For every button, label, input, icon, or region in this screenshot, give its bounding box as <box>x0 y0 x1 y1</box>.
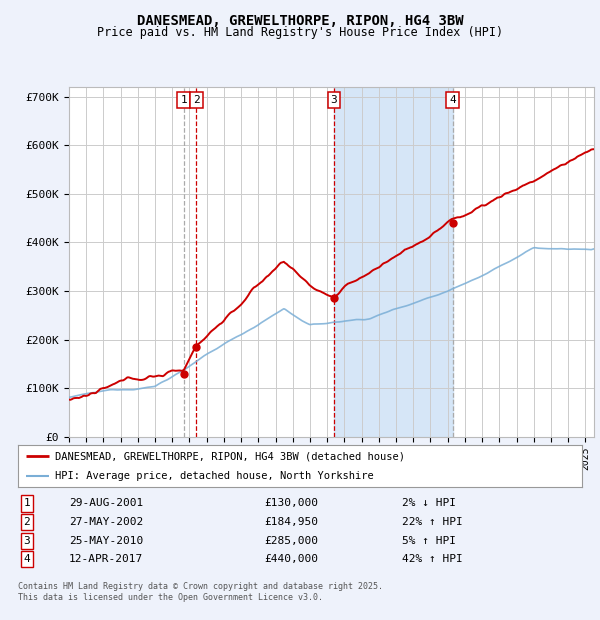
Text: 12-APR-2017: 12-APR-2017 <box>69 554 143 564</box>
Text: 2% ↓ HPI: 2% ↓ HPI <box>402 498 456 508</box>
Text: HPI: Average price, detached house, North Yorkshire: HPI: Average price, detached house, Nort… <box>55 471 373 481</box>
Text: This data is licensed under the Open Government Licence v3.0.: This data is licensed under the Open Gov… <box>18 593 323 602</box>
Text: £184,950: £184,950 <box>264 517 318 527</box>
Text: 3: 3 <box>331 95 337 105</box>
Text: Price paid vs. HM Land Registry's House Price Index (HPI): Price paid vs. HM Land Registry's House … <box>97 26 503 39</box>
Text: DANESMEAD, GREWELTHORPE, RIPON, HG4 3BW (detached house): DANESMEAD, GREWELTHORPE, RIPON, HG4 3BW … <box>55 451 404 461</box>
Text: 2: 2 <box>193 95 200 105</box>
Text: 4: 4 <box>23 554 31 564</box>
Bar <box>334 87 452 437</box>
Text: Contains HM Land Registry data © Crown copyright and database right 2025.: Contains HM Land Registry data © Crown c… <box>18 582 383 591</box>
Text: £285,000: £285,000 <box>264 536 318 546</box>
Text: 1: 1 <box>180 95 187 105</box>
Text: 42% ↑ HPI: 42% ↑ HPI <box>402 554 463 564</box>
Text: £440,000: £440,000 <box>264 554 318 564</box>
Text: 22% ↑ HPI: 22% ↑ HPI <box>402 517 463 527</box>
Text: 1: 1 <box>23 498 31 508</box>
Text: DANESMEAD, GREWELTHORPE, RIPON, HG4 3BW: DANESMEAD, GREWELTHORPE, RIPON, HG4 3BW <box>137 14 463 28</box>
Text: 5% ↑ HPI: 5% ↑ HPI <box>402 536 456 546</box>
Text: 25-MAY-2010: 25-MAY-2010 <box>69 536 143 546</box>
Text: £130,000: £130,000 <box>264 498 318 508</box>
Text: 4: 4 <box>449 95 456 105</box>
Text: 3: 3 <box>23 536 31 546</box>
Text: 2: 2 <box>23 517 31 527</box>
Text: 27-MAY-2002: 27-MAY-2002 <box>69 517 143 527</box>
Text: 29-AUG-2001: 29-AUG-2001 <box>69 498 143 508</box>
